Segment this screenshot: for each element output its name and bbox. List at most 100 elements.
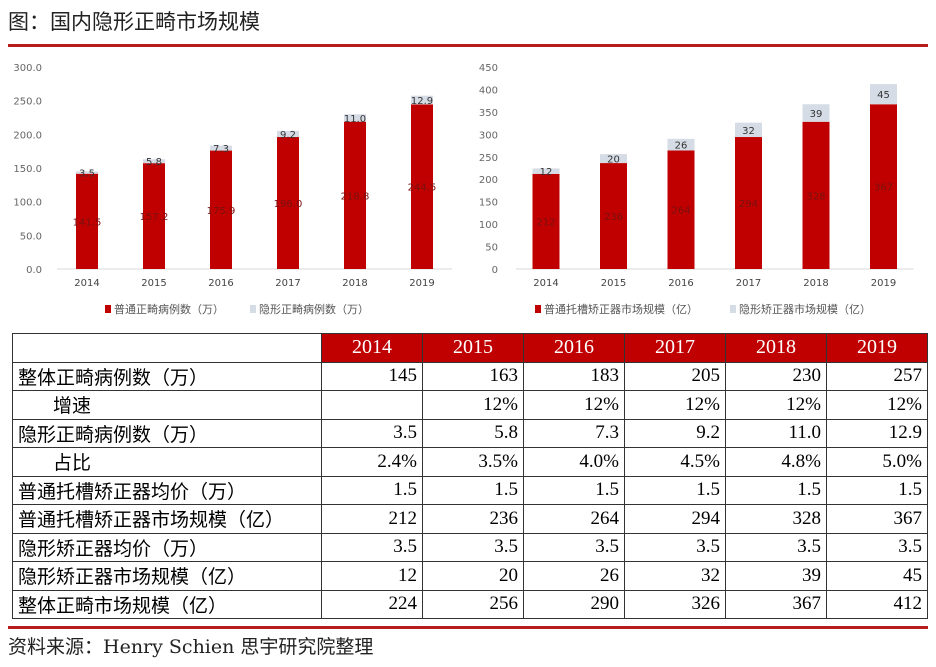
chart-1: 0.0 50.0 100.0 150.0 200.0 250.0 300.0 2014 141.… — [13, 63, 452, 316]
data-label: 294 — [739, 199, 758, 210]
cell-value: 7.3 — [523, 418, 625, 448]
x-tick-label: 2015 — [601, 278, 626, 289]
table-row: 占比 2.4% 3.5% 4.0% 4.5% 4.8% 5.0% — [12, 447, 928, 477]
table-row: 整体正畸市场规模（亿） 224 256 290 326 367 412 — [12, 589, 928, 619]
cell-value: 1.5 — [826, 475, 928, 505]
bar-invisible — [600, 154, 627, 164]
cell-value: 3.5% — [422, 447, 524, 477]
cell-value: 4.5% — [624, 447, 726, 477]
legend-label: 普通托槽矫正器市场规模（亿） — [544, 302, 698, 316]
data-label: 12.9 — [411, 96, 433, 107]
y-tick-label: 450 — [479, 63, 498, 74]
x-tick-label: 2016 — [668, 278, 693, 289]
cell-value: 236 — [422, 504, 524, 534]
table-row: 隐形正畸病例数（万） 3.5 5.8 7.3 9.2 11.0 12.9 — [12, 418, 928, 448]
cell-value: 224 — [321, 589, 423, 619]
legend-swatch — [730, 305, 736, 313]
x-tick-label: 2017 — [736, 278, 761, 289]
data-label: 244.5 — [408, 183, 437, 194]
bar-regular — [411, 104, 433, 269]
bar-invisible — [344, 114, 366, 122]
bar-regular — [210, 150, 232, 269]
row-label: 整体正畸市场规模（亿） — [12, 589, 322, 619]
cell-value: 39 — [725, 561, 827, 591]
cell-value: 12% — [523, 390, 625, 420]
cell-value: 12 — [321, 561, 423, 591]
cell-value: 1.5 — [422, 475, 524, 505]
chart-2: 0 50 100 150 200 250 300 350 400 450 2014 212 12 2015… — [479, 63, 914, 316]
cell-value: 294 — [624, 504, 726, 534]
data-label: 11.0 — [344, 114, 366, 125]
legend-swatch — [105, 305, 111, 313]
cell-value: 290 — [523, 589, 625, 619]
header-year: 2016 — [523, 333, 625, 363]
cell-value: 367 — [725, 589, 827, 619]
bar-invisible — [277, 130, 299, 138]
cell-value: 367 — [826, 504, 928, 534]
data-label: 236 — [604, 212, 623, 223]
y-tick-label: 300.0 — [13, 63, 42, 74]
cell-value: 183 — [523, 361, 625, 391]
cell-value: 12% — [422, 390, 524, 420]
data-label: 20 — [607, 155, 620, 166]
y-tick-label: 50.0 — [20, 231, 42, 242]
bar-invisible — [667, 138, 695, 151]
row-label: 隐形矫正器市场规模（亿） — [12, 561, 322, 591]
y-tick-label: 350 — [479, 108, 498, 119]
cell-value: 45 — [826, 561, 928, 591]
row-label: 普通托槽矫正器均价（万） — [12, 475, 322, 505]
x-tick-label: 2019 — [871, 278, 896, 289]
source-note: 资料来源：Henry Schien 思宇研究院整理 — [8, 636, 374, 658]
cell-value: 3.5 — [321, 532, 423, 562]
y-tick-label: 150 — [479, 198, 498, 209]
x-tick-label: 2014 — [74, 278, 99, 289]
x-tick-label: 2019 — [409, 278, 434, 289]
cell-value: 257 — [826, 361, 928, 391]
table-row: 隐形矫正器均价（万） 3.5 3.5 3.5 3.5 3.5 3.5 — [12, 532, 928, 562]
cell-value: 3.5 — [624, 532, 726, 562]
cell-value: 20 — [422, 561, 524, 591]
bar-regular — [735, 137, 762, 269]
cell-value: 205 — [624, 361, 726, 391]
row-label: 占比 — [12, 447, 322, 477]
cell-value: 3.5 — [725, 532, 827, 562]
table-row: 普通托槽矫正器市场规模（亿） 212 236 264 294 328 367 — [12, 504, 928, 534]
header-year: 2015 — [422, 333, 524, 363]
data-label: 32 — [742, 126, 755, 137]
data-label: 9.2 — [280, 130, 296, 141]
table-row: 整体正畸病例数（万） 145 163 183 205 230 257 — [12, 361, 928, 391]
y-tick-label: 250 — [479, 153, 498, 164]
cell-value: 5.8 — [422, 418, 524, 448]
row-label: 普通托槽矫正器市场规模（亿） — [12, 504, 322, 534]
data-label: 26 — [675, 141, 688, 152]
bar-invisible — [735, 122, 762, 138]
bar-regular — [802, 121, 830, 270]
legend-swatch — [535, 305, 541, 313]
figure-title: 图：国内隐形正畸市场规模 — [8, 10, 260, 34]
cell-value: 1.5 — [725, 475, 827, 505]
x-tick-label: 2015 — [141, 278, 166, 289]
row-label: 增速 — [12, 390, 322, 420]
header-year: 2017 — [624, 333, 726, 363]
top-divider — [8, 44, 928, 47]
data-label: 12 — [540, 167, 553, 178]
table-header-row: 2014 2015 2016 2017 2018 2019 — [12, 333, 928, 363]
cell-value: 3.5 — [826, 532, 928, 562]
table-row: 增速 12% 12% 12% 12% 12% — [12, 390, 928, 420]
bar-invisible — [143, 159, 165, 164]
cell-value: 12% — [826, 390, 928, 420]
bar-invisible — [870, 84, 897, 105]
data-label: 212 — [536, 217, 555, 228]
header-year: 2014 — [321, 333, 423, 363]
y-tick-label: 400 — [479, 85, 498, 96]
cell-value: 230 — [725, 361, 827, 391]
data-label: 218.8 — [341, 191, 370, 202]
cell-value: 5.0% — [826, 447, 928, 477]
data-label: 7.3 — [213, 144, 229, 155]
bar-regular — [600, 163, 627, 269]
cell-value: 412 — [826, 589, 928, 619]
cell-value: 2.4% — [321, 447, 423, 477]
bar-invisible — [210, 145, 232, 151]
bar-invisible — [76, 171, 98, 174]
bar-regular — [277, 137, 299, 269]
